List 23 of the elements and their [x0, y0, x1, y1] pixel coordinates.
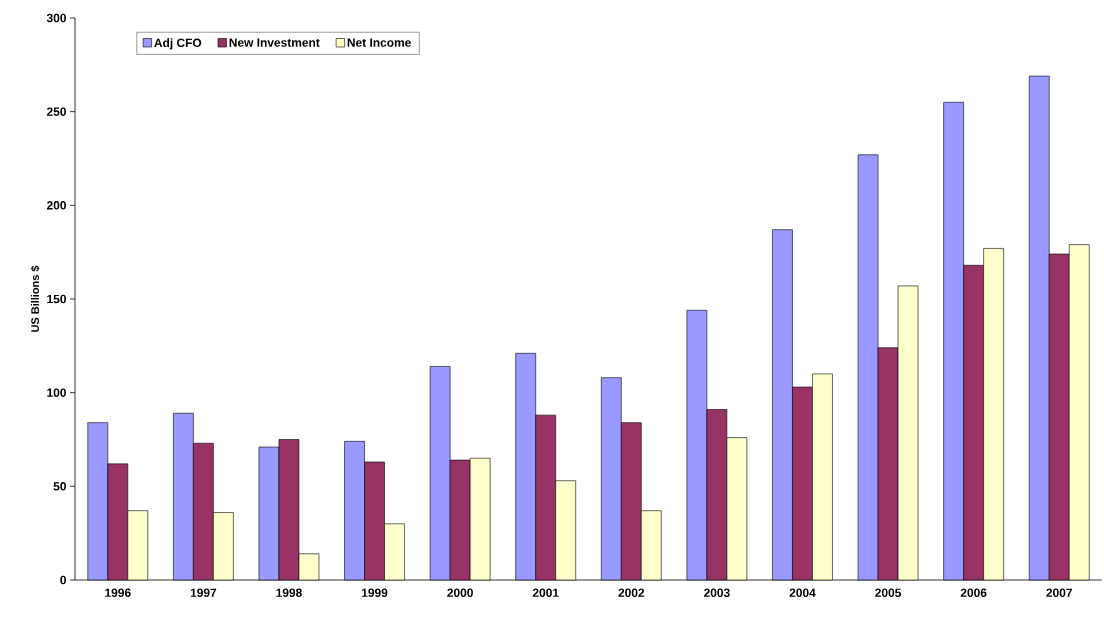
x-tick-label: 2006 [960, 588, 987, 597]
x-tick-label: 2005 [875, 588, 901, 597]
y-tick-label: 300 [46, 13, 66, 23]
x-tick-label: 2002 [618, 588, 645, 597]
x-tick-label: 2003 [704, 588, 730, 598]
x-tick-label: 1998 [276, 588, 302, 597]
y-axis-title: US Billions $ [30, 265, 40, 332]
x-tick-label: 2001 [532, 588, 559, 597]
y-tick-label: 150 [47, 294, 66, 304]
y-tick-label: 50 [53, 482, 66, 491]
legend-label: Adj CFO [154, 38, 202, 50]
x-tick-label: 2000 [447, 588, 473, 597]
y-tick-label: 200 [46, 201, 66, 210]
x-tick-label: 2004 [789, 588, 816, 597]
x-tick-label: 1996 [105, 588, 131, 597]
y-tick-label: 250 [46, 107, 66, 116]
y-tick-label: 100 [47, 388, 66, 397]
x-tick-label: 2007 [1046, 588, 1072, 597]
x-tick-label: 1999 [362, 588, 388, 597]
legend-label: Net Income [347, 38, 411, 47]
legend-label: New Investment [229, 38, 320, 47]
y-tick-label: 0 [60, 575, 66, 585]
x-tick-label: 1997 [190, 588, 217, 597]
